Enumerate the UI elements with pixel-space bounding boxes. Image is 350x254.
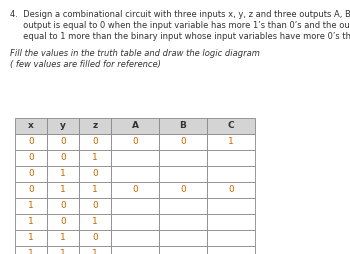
Bar — [15, 182, 47, 198]
Bar — [207, 214, 255, 230]
Text: 0: 0 — [28, 169, 34, 179]
Text: 0: 0 — [92, 201, 98, 211]
Text: 0: 0 — [60, 217, 66, 227]
Bar — [15, 150, 47, 166]
Text: 1: 1 — [228, 137, 234, 147]
Text: ( few values are filled for reference): ( few values are filled for reference) — [10, 60, 161, 69]
Text: 1: 1 — [28, 217, 34, 227]
Text: A: A — [132, 121, 139, 131]
Bar — [79, 246, 111, 254]
Text: z: z — [92, 121, 98, 131]
Text: 0: 0 — [228, 185, 234, 195]
Text: 1: 1 — [92, 185, 98, 195]
Text: 0: 0 — [132, 137, 138, 147]
Text: 4.  Design a combinational circuit with three inputs x, y, z and three outputs A: 4. Design a combinational circuit with t… — [10, 10, 350, 19]
Text: 0: 0 — [28, 137, 34, 147]
Bar — [15, 134, 47, 150]
Bar — [15, 246, 47, 254]
Bar — [159, 150, 207, 166]
Text: 1: 1 — [60, 233, 66, 243]
Bar — [207, 230, 255, 246]
Bar — [15, 230, 47, 246]
Text: B: B — [180, 121, 187, 131]
Text: 0: 0 — [60, 201, 66, 211]
Bar — [207, 118, 255, 134]
Bar — [159, 214, 207, 230]
Bar — [159, 198, 207, 214]
Text: 0: 0 — [180, 185, 186, 195]
Text: y: y — [60, 121, 66, 131]
Bar — [207, 150, 255, 166]
Text: 0: 0 — [132, 185, 138, 195]
Text: 0: 0 — [92, 233, 98, 243]
Text: 1: 1 — [28, 201, 34, 211]
Text: 1: 1 — [60, 169, 66, 179]
Text: 1: 1 — [60, 249, 66, 254]
Bar — [159, 134, 207, 150]
Bar — [47, 230, 79, 246]
Bar — [15, 166, 47, 182]
Bar — [111, 118, 159, 134]
Bar — [79, 214, 111, 230]
Bar — [159, 118, 207, 134]
Bar — [207, 198, 255, 214]
Bar — [79, 182, 111, 198]
Text: 1: 1 — [92, 217, 98, 227]
Bar — [111, 230, 159, 246]
Bar — [111, 214, 159, 230]
Text: Fill the values in the truth table and draw the logic diagram: Fill the values in the truth table and d… — [10, 49, 260, 58]
Bar — [47, 214, 79, 230]
Text: 0: 0 — [28, 185, 34, 195]
Text: x: x — [28, 121, 34, 131]
Bar — [207, 182, 255, 198]
Bar — [207, 166, 255, 182]
Bar — [111, 246, 159, 254]
Text: 1: 1 — [28, 233, 34, 243]
Bar — [15, 198, 47, 214]
Text: 1: 1 — [92, 249, 98, 254]
Bar — [15, 214, 47, 230]
Bar — [159, 246, 207, 254]
Bar — [207, 246, 255, 254]
Bar — [79, 134, 111, 150]
Bar — [159, 166, 207, 182]
Bar — [159, 182, 207, 198]
Bar — [111, 166, 159, 182]
Text: 0: 0 — [60, 153, 66, 163]
Bar — [79, 118, 111, 134]
Bar — [47, 182, 79, 198]
Bar — [47, 166, 79, 182]
Text: 0: 0 — [60, 137, 66, 147]
Text: 0: 0 — [180, 137, 186, 147]
Bar — [47, 118, 79, 134]
Text: 0: 0 — [28, 153, 34, 163]
Bar — [159, 230, 207, 246]
Text: 1: 1 — [60, 185, 66, 195]
Bar — [111, 182, 159, 198]
Bar — [47, 134, 79, 150]
Text: output is equal to 0 when the input variable has more 1’s than 0’s and the outpu: output is equal to 0 when the input vari… — [10, 21, 350, 30]
Bar — [47, 150, 79, 166]
Text: 0: 0 — [92, 169, 98, 179]
Text: 1: 1 — [28, 249, 34, 254]
Text: C: C — [228, 121, 234, 131]
Text: 0: 0 — [92, 137, 98, 147]
Bar — [111, 198, 159, 214]
Bar — [79, 230, 111, 246]
Bar — [47, 246, 79, 254]
Bar — [79, 166, 111, 182]
Bar — [15, 118, 47, 134]
Bar — [111, 134, 159, 150]
Bar — [207, 134, 255, 150]
Bar — [47, 198, 79, 214]
Bar — [111, 150, 159, 166]
Text: equal to 1 more than the binary input whose input variables have more 0’s than 1: equal to 1 more than the binary input wh… — [10, 32, 350, 41]
Bar — [79, 198, 111, 214]
Text: 1: 1 — [92, 153, 98, 163]
Bar — [79, 150, 111, 166]
